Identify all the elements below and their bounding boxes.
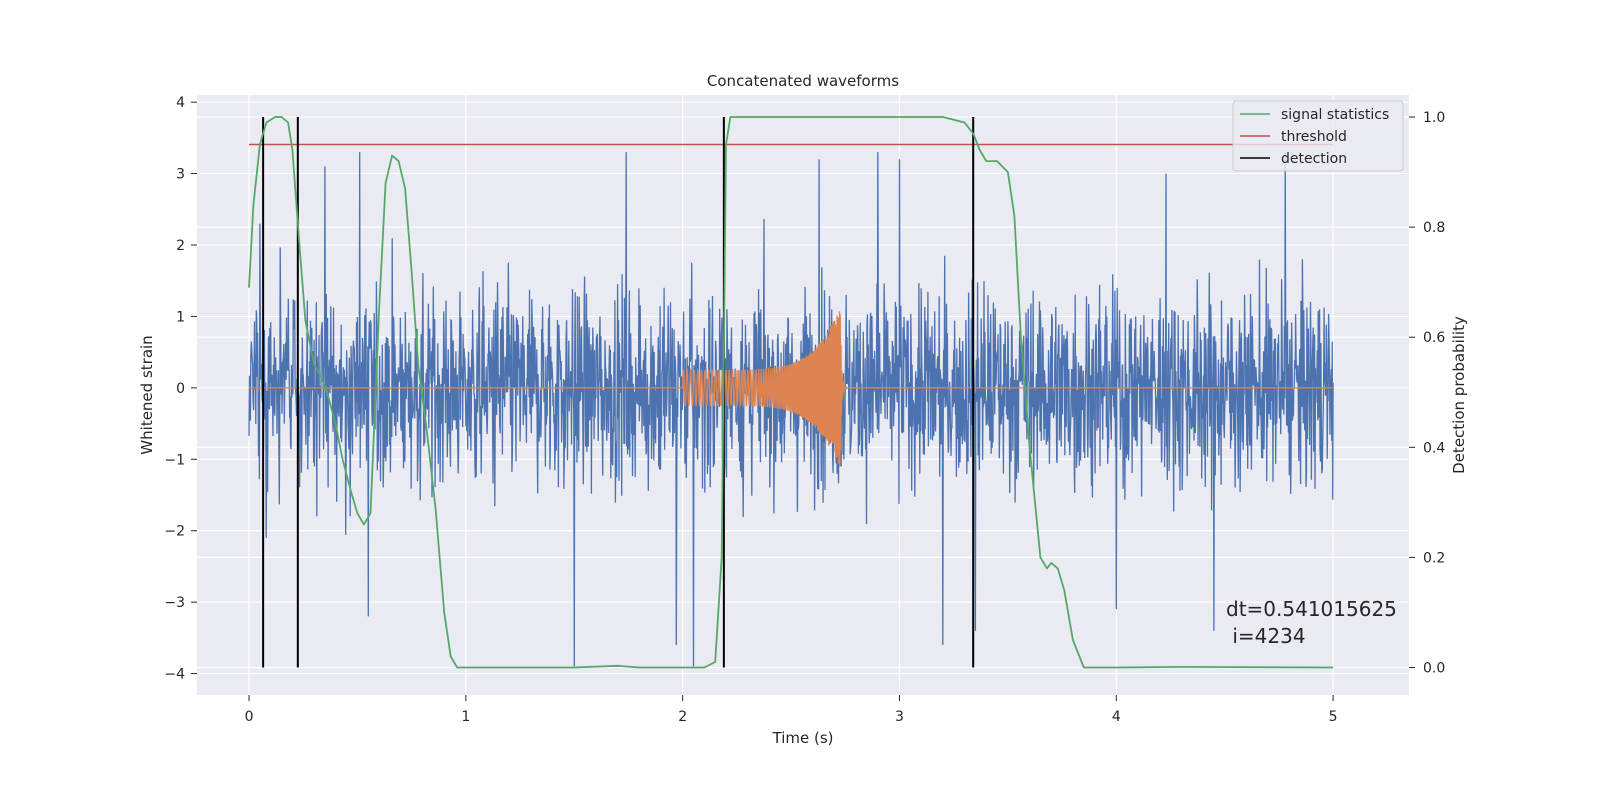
signal-statistics-line [248,116,1334,669]
x-tick-label: 1 [461,709,470,725]
y-tick-right-label: 0.8 [1423,220,1445,236]
y-tick-right-label: 1.0 [1423,110,1445,126]
template-series [249,311,1334,468]
y-tick-right-label: 0.4 [1423,440,1445,456]
x-tick-label: 4 [1112,709,1121,725]
legend-label-detection: detection [1281,151,1347,167]
signal-statistics-series [248,116,1334,669]
x-axis-ticks: 0 1 2 3 4 5 [245,695,1338,725]
y-tick-left-label: 0 [176,381,185,397]
y-tick-left-label: 3 [176,167,185,183]
y-axis-left-ticks: −4 −3 −2 −1 0 1 2 3 4 [164,95,197,683]
x-tick-label: 0 [245,709,254,725]
y-tick-left-label: 4 [176,95,185,111]
y-axis-label-right: Detection probability [1450,316,1468,474]
legend-label-threshold: threshold [1281,129,1347,145]
y-tick-left-label: −3 [164,595,185,611]
legend: signal statistics threshold detection [1232,100,1404,172]
y-tick-left-label: −1 [164,452,185,468]
annotation-index: i=4234 [1226,624,1306,648]
y-tick-left-label: −2 [164,524,185,540]
x-tick-label: 5 [1329,709,1338,725]
x-tick-label: 2 [678,709,687,725]
x-axis-label: Time (s) [772,729,834,747]
y-tick-left-label: 2 [176,238,185,254]
chart-title: Concatenated waveforms [707,72,899,90]
y-tick-left-label: −4 [164,667,185,683]
x-tick-label: 3 [895,709,904,725]
y-tick-right-label: 0.6 [1423,330,1445,346]
annotation-dt: dt=0.541015625 [1226,597,1397,621]
legend-label-signal-statistics: signal statistics [1281,107,1389,123]
template-line [249,311,1334,468]
y-axis-label-left: Whitened strain [138,335,156,454]
y-axis-right-ticks: 0.0 0.2 0.4 0.6 0.8 1.0 [1409,110,1445,676]
y-tick-right-label: 0.0 [1423,660,1445,676]
y-tick-left-label: 1 [176,309,185,325]
y-tick-right-label: 0.2 [1423,550,1445,566]
legend-box [1232,100,1404,172]
